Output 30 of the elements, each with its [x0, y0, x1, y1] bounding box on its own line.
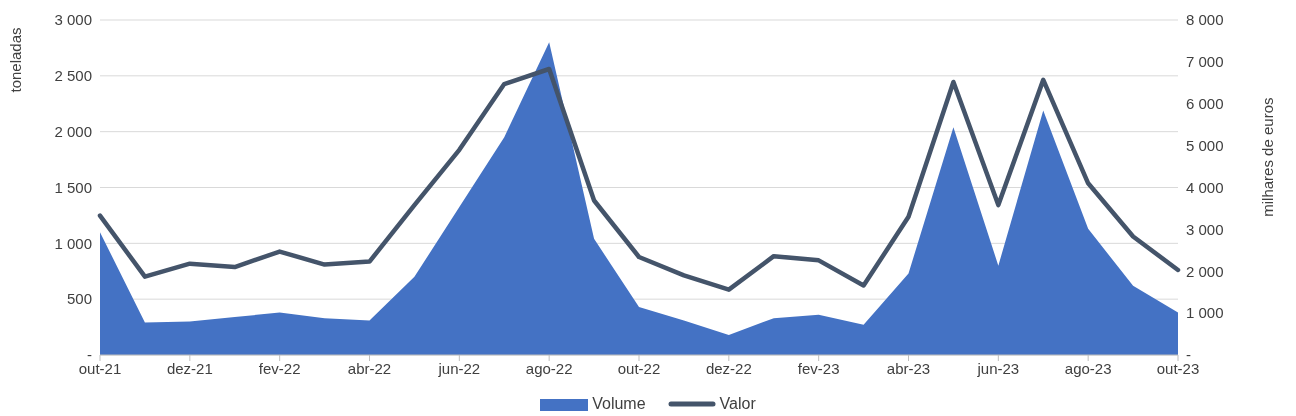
y2-tick-label: 2 000	[1186, 262, 1224, 280]
y2-tick-label: 8 000	[1186, 11, 1224, 29]
x-tick-label: jun-22	[437, 359, 481, 377]
y2-axis-title: milhares de euros	[1259, 97, 1277, 217]
y-tick-label: 500	[66, 290, 92, 308]
y2-tick-label: 3 000	[1186, 220, 1224, 238]
y-tick-label: 1 000	[54, 234, 92, 252]
y2-tick-label: 6 000	[1186, 95, 1224, 113]
y-tick-label: 2 000	[54, 122, 92, 140]
x-tick-label: dez-21	[166, 359, 213, 377]
legend-label: Volume	[591, 395, 646, 413]
y2-tick-label: 5 000	[1186, 136, 1224, 154]
x-tick-label: dez-22	[705, 359, 752, 377]
y2-tick-label: 4 000	[1186, 178, 1224, 196]
x-tick-label: fev-22	[258, 359, 301, 377]
x-tick-label: jun-23	[976, 359, 1020, 377]
x-tick-label: fev-23	[797, 359, 840, 377]
y2-tick-label: 7 000	[1186, 53, 1224, 71]
x-tick-label: ago-23	[1064, 359, 1112, 377]
x-tick-label: abr-22	[347, 359, 392, 377]
y-tick-label: 2 500	[54, 67, 92, 85]
x-tick-label: out-22	[617, 359, 661, 377]
line-series	[97, 66, 1181, 292]
y-tick-label: 3 000	[54, 11, 92, 29]
y-axis-title: toneladas	[7, 27, 25, 93]
y-tick-label: 1 500	[54, 178, 92, 196]
x-tick-label: abr-23	[886, 359, 931, 377]
x-tick-label: ago-22	[525, 359, 573, 377]
y2-tick-label: 1 000	[1186, 304, 1224, 322]
legend-label: Valor	[718, 395, 756, 413]
